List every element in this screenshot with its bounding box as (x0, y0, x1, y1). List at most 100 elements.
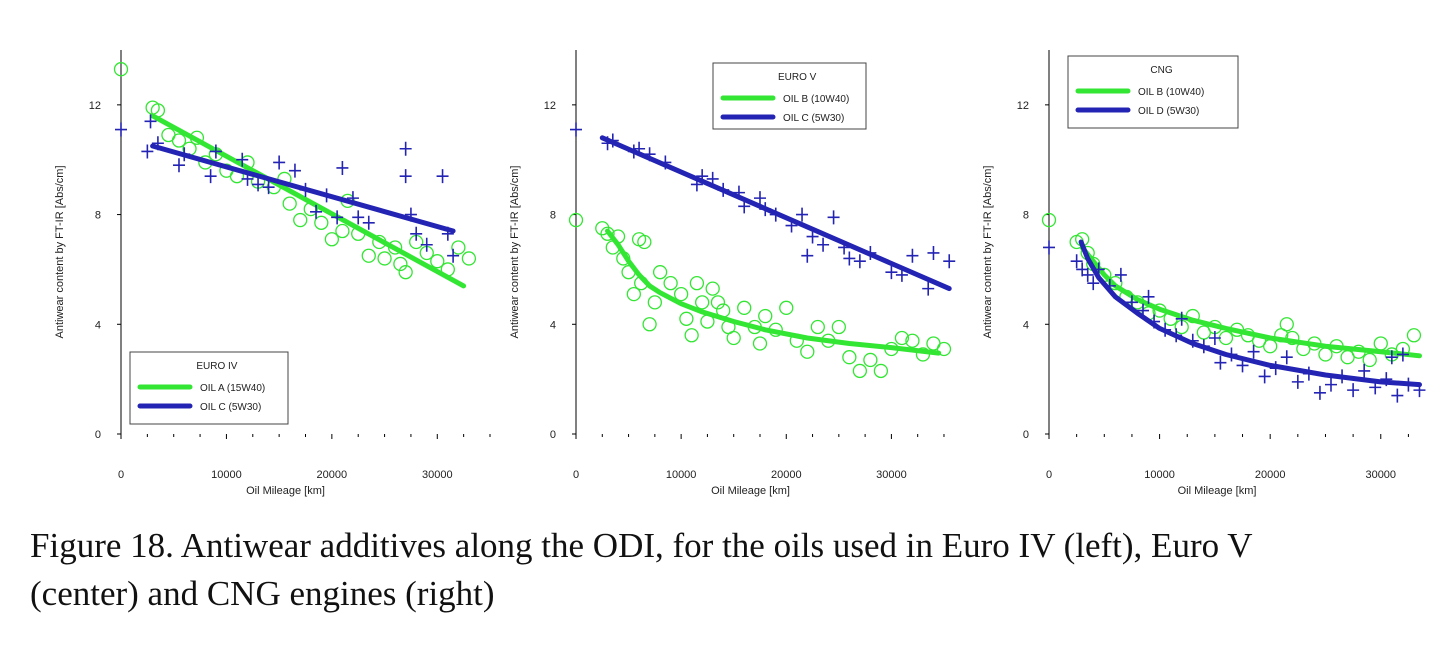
data-point-circle (652, 265, 668, 280)
data-point-plus (1347, 383, 1360, 398)
data-point-plus (1175, 311, 1188, 326)
data-point-plus (1396, 347, 1409, 362)
data-point-circle (568, 212, 584, 228)
data-point-circle (936, 341, 952, 357)
data-point-plus (362, 215, 375, 230)
data-point-circle (314, 215, 329, 230)
data-point-plus (310, 204, 323, 219)
data-point-circle (393, 256, 408, 272)
data-point-circle (810, 319, 825, 335)
x-axis-label: Oil Mileage [km] (1178, 485, 1257, 497)
data-point-plus (801, 248, 814, 263)
data-point-plus (115, 122, 127, 137)
x-tick-label: 30000 (422, 469, 453, 481)
data-point-circle (863, 352, 878, 368)
legend-label: OIL D (5W30) (1138, 106, 1199, 117)
data-point-plus (853, 254, 866, 269)
x-tick-label: 30000 (1365, 469, 1396, 481)
data-point-circle (1041, 212, 1057, 228)
caption-line-1: Figure 18. Antiwear additives along the … (30, 526, 1253, 565)
data-point-plus (1258, 369, 1271, 384)
data-point-circle (695, 295, 710, 310)
data-point-plus (336, 160, 349, 175)
data-point-plus (399, 169, 412, 184)
chart-panel-3: 0 4 8 12 0 10000 20000 30000 Oil Mileage [km] Ant… (982, 50, 1426, 497)
y-tick-label: 4 (550, 319, 556, 331)
data-point-plus (262, 180, 275, 195)
data-point-circle (451, 240, 466, 255)
data-point-circle (710, 295, 726, 310)
data-point-circle (600, 226, 615, 241)
y-tick-label: 12 (544, 100, 556, 112)
data-point-circle (663, 275, 678, 291)
data-point-plus (843, 251, 856, 266)
y-tick-label: 12 (89, 100, 101, 112)
data-point-circle (461, 251, 477, 266)
data-point-plus (410, 226, 423, 241)
series-2 (115, 114, 460, 263)
fit-line (150, 143, 456, 234)
legend-title: EURO V (778, 72, 817, 83)
legend-label: OIL A (15W40) (200, 383, 265, 394)
data-point-plus (827, 210, 840, 225)
x-tick-label: 10000 (211, 469, 242, 481)
data-point-plus (922, 281, 935, 296)
data-point-plus (1385, 350, 1398, 365)
fit-line (1079, 245, 1422, 359)
data-point-circle (758, 308, 773, 324)
data-point-plus (144, 114, 157, 129)
data-point-circle (1263, 339, 1278, 354)
data-point-plus (817, 237, 830, 252)
data-point-plus (447, 248, 460, 263)
data-point-circle (800, 344, 815, 359)
legend-title: CNG (1150, 65, 1172, 76)
data-point-plus (943, 254, 956, 269)
x-tick-label: 20000 (771, 469, 802, 481)
data-point-circle (647, 295, 663, 310)
y-axis-label: Antiwear content by FT-IR [Abs/cm] (982, 165, 994, 338)
data-point-circle (726, 330, 741, 346)
y-tick-label: 0 (1023, 429, 1029, 441)
y-tick-label: 8 (1023, 210, 1029, 222)
y-tick-label: 8 (550, 210, 556, 222)
data-point-plus (399, 141, 412, 156)
data-point-plus (331, 210, 344, 225)
data-point-plus (273, 155, 286, 170)
data-point-circle (171, 133, 187, 148)
data-point-circle (1362, 352, 1377, 368)
data-point-plus (753, 191, 766, 206)
legend-label: OIL C (5W30) (783, 113, 844, 124)
data-point-circle (689, 275, 705, 291)
data-point-circle (324, 232, 340, 247)
data-point-circle (293, 212, 308, 228)
data-point-circle (361, 248, 376, 263)
legend-label: OIL B (10W40) (783, 94, 849, 105)
data-point-plus (1114, 267, 1127, 282)
data-point-plus (172, 158, 185, 173)
data-point-circle (831, 319, 846, 335)
data-point-plus (436, 169, 449, 184)
data-point-circle (752, 336, 768, 351)
data-point-plus (420, 237, 433, 252)
data-point-circle (637, 234, 652, 250)
data-point-circle (626, 286, 641, 302)
y-tick-label: 4 (1023, 319, 1029, 331)
series-2 (1043, 239, 1426, 403)
data-point-plus (288, 163, 301, 178)
data-point-plus (1208, 331, 1221, 345)
data-point-circle (642, 317, 657, 332)
data-point-circle (1279, 317, 1294, 332)
x-tick-label: 30000 (876, 469, 907, 481)
data-point-plus (1070, 254, 1083, 269)
x-axis-label: Oil Mileage [km] (246, 485, 325, 497)
data-point-circle (1108, 275, 1123, 291)
data-point-circle (679, 311, 694, 326)
data-point-plus (570, 122, 582, 137)
chart-panel-2: 0 4 8 12 0 10000 20000 30000 Oil Mileage [km] Ant… (509, 50, 956, 497)
data-point-circle (282, 196, 297, 211)
x-tick-label: 0 (118, 469, 124, 481)
data-point-circle (873, 363, 889, 379)
legend-label: OIL B (10W40) (1138, 87, 1204, 98)
data-point-plus (1043, 240, 1055, 255)
y-tick-label: 12 (1017, 100, 1029, 112)
